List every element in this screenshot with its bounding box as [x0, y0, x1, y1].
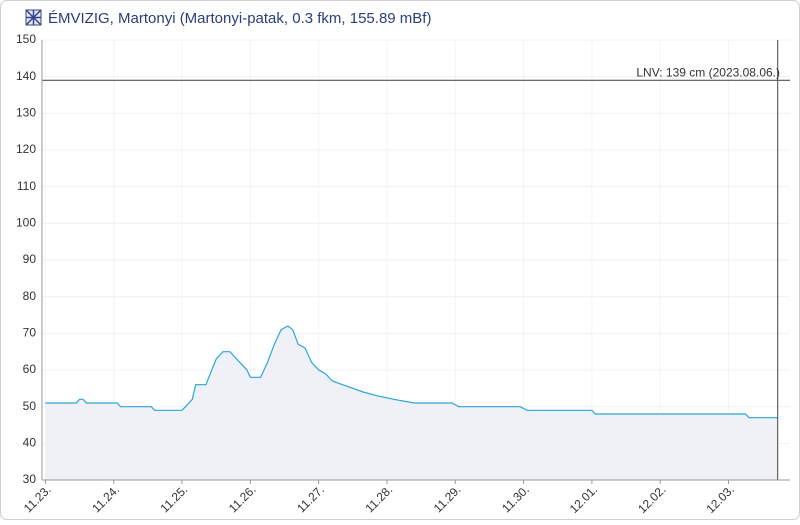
chart-title: ÉMVIZIG, Martonyi (Martonyi-patak, 0.3 f… — [48, 10, 431, 27]
line — [45, 325, 778, 419]
y-tick-label: 110 — [17, 179, 36, 193]
y-tick-label: 60 — [23, 362, 37, 376]
y-tick-label: 80 — [23, 289, 37, 303]
y-tick-label: 140 — [16, 69, 36, 83]
y-tick-label: 150 — [16, 32, 36, 46]
logo-icon — [25, 9, 42, 26]
reference-label: LNV: 139 cm (2023.08.06.) — [636, 66, 780, 80]
y-tick-label: 90 — [23, 252, 37, 266]
y-tick-label: 130 — [16, 106, 36, 120]
y-tick-label: 100 — [16, 216, 36, 230]
y-tick-label: 120 — [16, 142, 36, 156]
y-tick-label: 40 — [23, 436, 37, 450]
y-tick-label: 50 — [23, 399, 37, 413]
y-tick-label: 30 — [23, 472, 37, 486]
y-tick-label: 70 — [23, 326, 37, 340]
